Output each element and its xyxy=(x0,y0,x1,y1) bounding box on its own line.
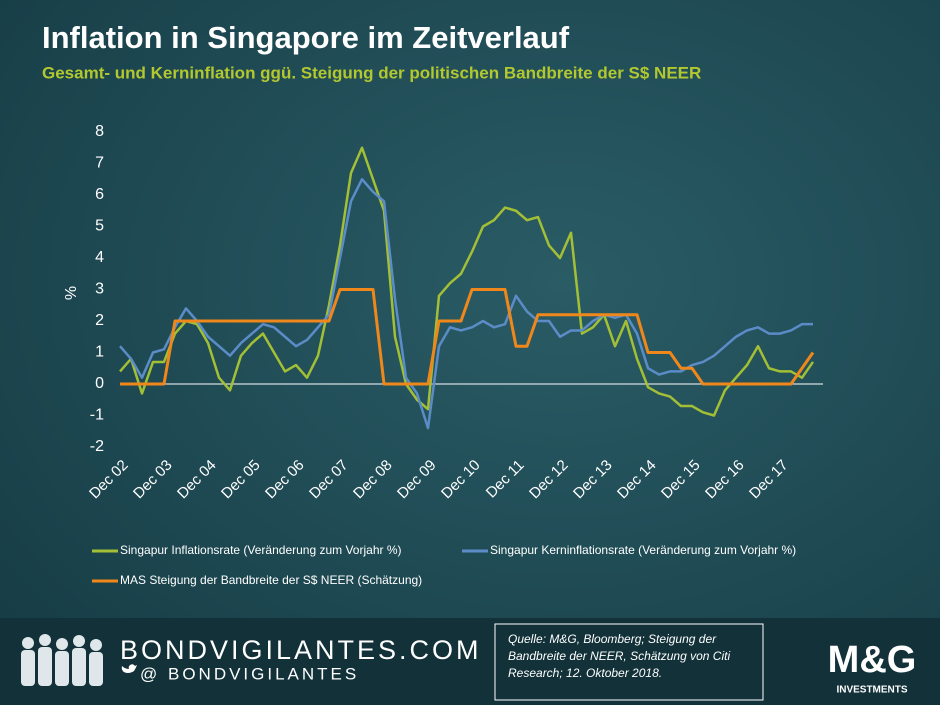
source-box xyxy=(494,623,764,701)
silhouettes xyxy=(21,634,103,686)
chart-title: Inflation in Singapore im Zeitverlauf xyxy=(42,20,570,55)
y-tick-label: 2 xyxy=(95,312,104,329)
legend-label: Singapur Inflationsrate (Veränderung zum… xyxy=(120,543,402,557)
y-tick-label: 3 xyxy=(95,281,104,298)
y-tick-label: 4 xyxy=(95,249,104,266)
footer-handle: @ BONDVIGILANTES xyxy=(140,664,359,683)
source-line: Quelle: M&G, Bloomberg; Steigung der xyxy=(508,632,717,646)
chart-subtitle: Gesamt- und Kerninflation ggü. Steigung … xyxy=(42,63,701,82)
series-line xyxy=(119,146,815,417)
source-line: Bandbreite der NEER, Schätzung von Citi xyxy=(508,649,730,663)
logo-sub: INVESTMENTS xyxy=(836,685,907,696)
y-tick-label: 1 xyxy=(95,344,104,361)
y-tick-label: -2 xyxy=(90,438,104,455)
y-tick-label: 8 xyxy=(95,123,104,140)
footer-site: BONDVIGILANTES.COM xyxy=(120,635,482,665)
y-axis-label: % xyxy=(63,286,80,300)
y-tick-label: 6 xyxy=(95,186,104,203)
source-line: Research; 12. Oktober 2018. xyxy=(508,666,662,680)
legend-label: MAS Steigung der Bandbreite der S$ NEER … xyxy=(120,573,422,587)
y-tick-label: 0 xyxy=(95,375,104,392)
logo: M&G xyxy=(828,639,917,681)
legend-label: Singapur Kerninflationsrate (Veränderung… xyxy=(490,543,796,557)
y-tick-label: 5 xyxy=(95,218,104,235)
y-tick-label: -1 xyxy=(90,407,104,424)
footer-band xyxy=(0,618,940,705)
series-line xyxy=(120,288,815,386)
series-line xyxy=(119,178,813,430)
twitter-icon xyxy=(121,664,137,673)
y-tick-label: 7 xyxy=(95,155,104,172)
